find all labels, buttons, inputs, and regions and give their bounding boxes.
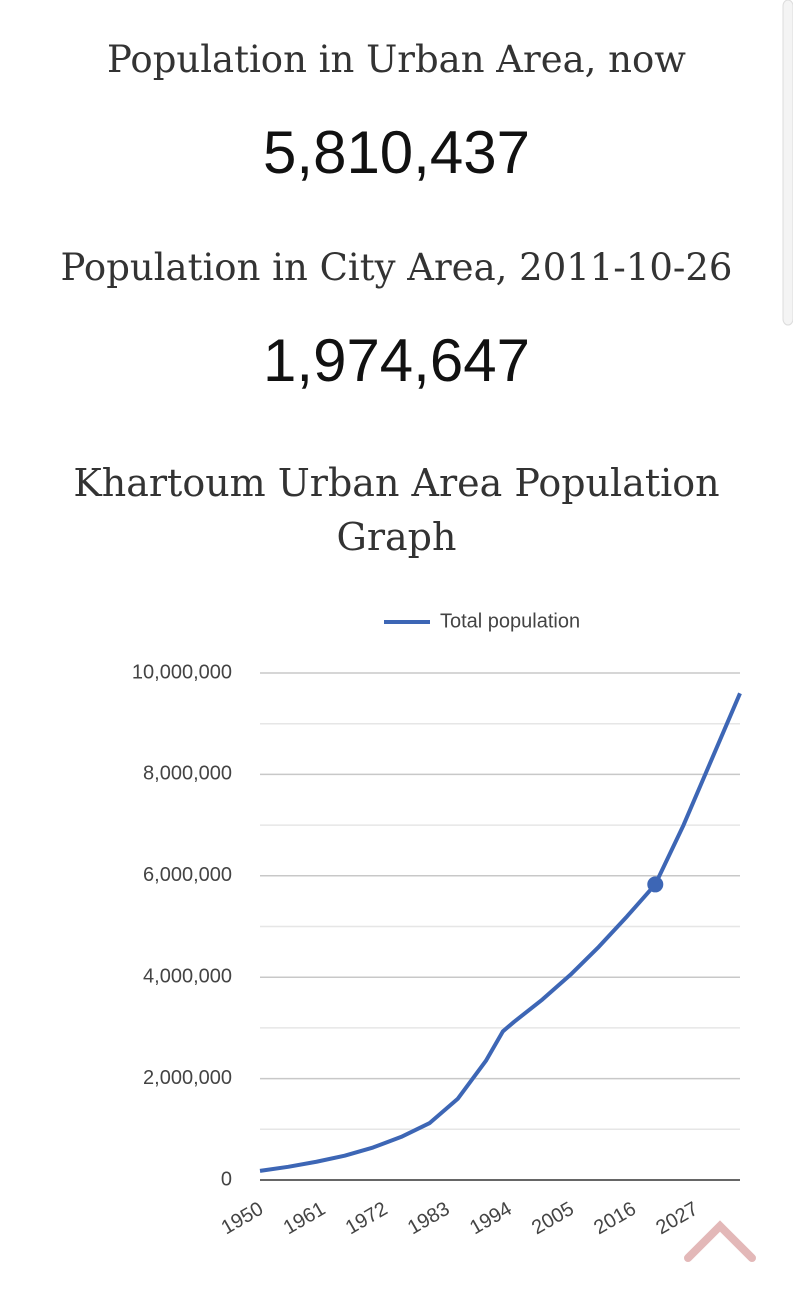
x-tick-label: 1950 (218, 1198, 268, 1239)
x-tick-label: 1983 (404, 1198, 454, 1239)
x-tick-label: 2005 (528, 1198, 578, 1239)
scrollbar (782, 0, 793, 326)
urban-value: 5,810,437 (263, 119, 530, 186)
y-tick-label: 0 (221, 1168, 232, 1190)
x-tick-label: 1994 (466, 1198, 516, 1239)
y-tick-label: 10,000,000 (132, 661, 232, 683)
x-tick-label: 2027 (652, 1198, 702, 1239)
x-tick-label: 2016 (590, 1198, 640, 1239)
line-series (259, 692, 742, 1173)
legend-label: Total population (440, 610, 580, 632)
y-tick-label: 8,000,000 (143, 763, 232, 785)
y-tick-label: 4,000,000 (143, 965, 232, 987)
urban-label: Population in Urban Area, now (107, 38, 686, 81)
highlight-point (647, 876, 664, 893)
x-tick-label: 1961 (280, 1198, 330, 1239)
x-tick-label: 1972 (342, 1198, 392, 1239)
city-label: Population in City Area, 2011-10-26 (60, 246, 733, 289)
y-tick-label: 2,000,000 (143, 1067, 232, 1089)
y-tick-label: 6,000,000 (143, 864, 232, 886)
chart-title: Khartoum Urban Area Population Graph (73, 461, 720, 559)
city-value: 1,974,647 (263, 327, 530, 394)
scroll-top-button[interactable] (684, 1220, 756, 1262)
